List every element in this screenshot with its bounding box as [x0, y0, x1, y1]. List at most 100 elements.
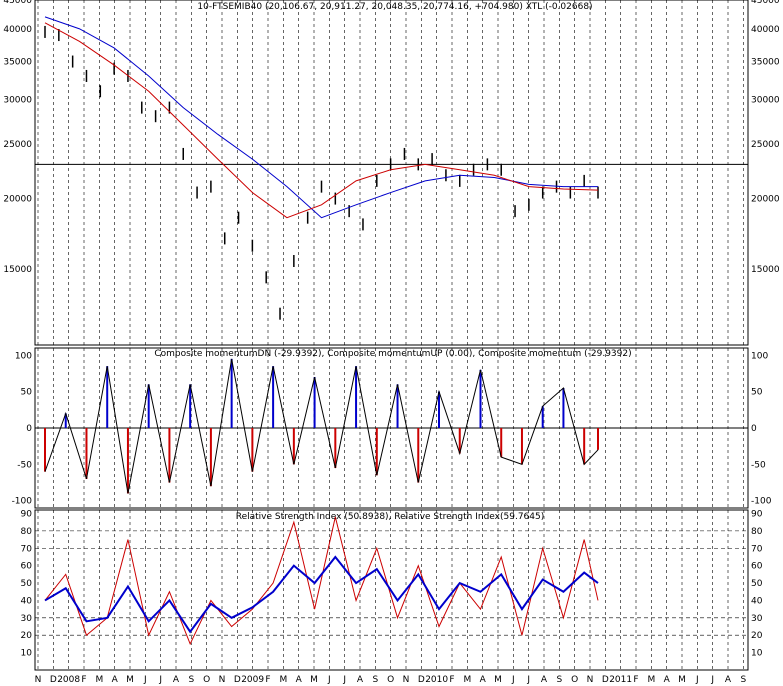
x-tick-label: F	[265, 675, 270, 685]
y-tick-label-left: 25000	[3, 140, 32, 150]
y-tick-label-right: 0	[751, 424, 757, 434]
x-tick-label: J	[526, 675, 530, 685]
y-tick-label-right: 20000	[751, 195, 780, 205]
y-tick-label-right: 30000	[751, 95, 780, 105]
x-tick-label: N	[219, 675, 226, 685]
x-tick-label: M	[279, 675, 287, 685]
x-tick-label: D	[602, 675, 609, 685]
price-panel: 45000 45000 40000 40000 35000 35000 30000 30000…	[3, 0, 780, 320]
rsi-panel: 90 90 80 80 70 70 60 60 50 50 40 40 30 30 20 20 10 10	[21, 509, 763, 658]
x-tick-label: N	[403, 675, 410, 685]
x-tick-label: M	[126, 675, 134, 685]
x-tick-label: J	[158, 675, 162, 685]
y-tick-label-right: 90	[751, 509, 763, 519]
x-tick-label: 2011	[609, 675, 632, 685]
y-tick-label-left: 100	[15, 351, 32, 361]
x-tick-label: S	[188, 675, 194, 685]
x-tick-label: F	[633, 675, 638, 685]
y-tick-label-left: 40	[21, 596, 33, 606]
y-tick-label-left: 35000	[3, 58, 32, 68]
x-tick-label: D	[418, 675, 425, 685]
x-tick-label: A	[480, 675, 487, 685]
y-tick-label-left: 80	[21, 527, 33, 537]
y-tick-label-right: 40	[751, 596, 763, 606]
y-tick-label-left: 15000	[3, 265, 32, 275]
x-axis: N D 2008 F M A M J J A S O N D 2009 F M A M J J A S O N D 2010 F M A M…	[35, 675, 747, 685]
x-tick-label: O	[571, 675, 578, 685]
x-tick-label: A	[296, 675, 303, 685]
x-tick-label: S	[740, 675, 746, 685]
y-tick-label-left: -50	[17, 460, 32, 470]
x-tick-label: M	[494, 675, 502, 685]
x-tick-label: J	[327, 675, 331, 685]
y-tick-label-left: 10	[21, 649, 33, 659]
x-tick-label: O	[203, 675, 210, 685]
series-line-2	[44, 16, 598, 219]
y-tick-label-left: 30000	[3, 95, 32, 105]
panel-frame-0	[34, 0, 749, 346]
x-tick-label: 2009	[241, 675, 264, 685]
x-tick-label: A	[541, 675, 548, 685]
x-tick-label: A	[173, 675, 180, 685]
x-tick-label: A	[357, 675, 364, 685]
grid	[37, 0, 744, 670]
x-tick-label: A	[664, 675, 671, 685]
y-tick-label-right: 80	[751, 527, 763, 537]
x-tick-label: M	[310, 675, 318, 685]
x-tick-label: M	[463, 675, 471, 685]
x-tick-label: A	[112, 675, 119, 685]
y-tick-label-right: 30	[751, 614, 763, 624]
y-tick-label-left: 40000	[3, 25, 32, 35]
y-tick-label-left: 0	[26, 424, 32, 434]
y-tick-label-left: 60	[21, 562, 33, 572]
price-title: 10-FTSEMIB40 (20,106.67, 20,911.27, 20,0…	[197, 2, 592, 12]
x-tick-label: M	[678, 675, 686, 685]
x-tick-label: O	[387, 675, 394, 685]
x-tick-label: M	[647, 675, 655, 685]
y-tick-label-right: 100	[751, 351, 768, 361]
rsi-line-0	[44, 516, 599, 646]
x-tick-label: F	[81, 675, 86, 685]
momentum-line	[44, 358, 599, 494]
y-tick-label-right: 25000	[751, 140, 780, 150]
y-tick-label-left: 30	[21, 614, 33, 624]
y-tick-label-right: 15000	[751, 265, 780, 275]
x-tick-label: M	[95, 675, 103, 685]
x-tick-label: S	[372, 675, 378, 685]
panel-frame-2	[34, 509, 749, 671]
x-tick-label: S	[556, 675, 562, 685]
momentum-panel: 100 100 50 50 0 0 -50 -50 -100 -100	[12, 351, 772, 506]
y-tick-label-right: -100	[751, 497, 772, 507]
y-tick-label-right: 40000	[751, 25, 780, 35]
y-tick-label-left: 20	[21, 631, 33, 641]
x-tick-label: N	[587, 675, 594, 685]
x-tick-label: J	[710, 675, 714, 685]
x-tick-label: J	[143, 675, 147, 685]
x-tick-label: J	[511, 675, 515, 685]
y-tick-label-left: 50	[21, 388, 33, 398]
y-tick-label-right: 20	[751, 631, 763, 641]
x-tick-label: N	[35, 675, 42, 685]
y-tick-label-right: 45000	[751, 0, 780, 6]
y-tick-label-left: 20000	[3, 195, 32, 205]
y-tick-label-right: 10	[751, 649, 763, 659]
rsi-title: Relative Strength Index (50.8938), Relat…	[236, 512, 545, 522]
series-line-3	[44, 22, 599, 219]
x-tick-label: 2008	[57, 675, 80, 685]
y-tick-label-left: 45000	[3, 0, 32, 6]
x-tick-label: D	[234, 675, 241, 685]
x-tick-label: J	[342, 675, 346, 685]
rsi-line-1	[44, 555, 599, 634]
x-tick-label: 2010	[425, 675, 448, 685]
y-tick-label-left: -100	[12, 497, 33, 507]
x-tick-label: J	[695, 675, 699, 685]
x-tick-label: A	[725, 675, 732, 685]
y-tick-label-left: 90	[21, 509, 33, 519]
y-tick-label-right: 50	[751, 579, 763, 589]
y-tick-label-left: 50	[21, 579, 33, 589]
y-tick-label-right: 50	[751, 388, 763, 398]
y-tick-label-right: 35000	[751, 58, 780, 68]
y-tick-label-right: 70	[751, 544, 763, 554]
y-tick-label-left: 70	[21, 544, 33, 554]
